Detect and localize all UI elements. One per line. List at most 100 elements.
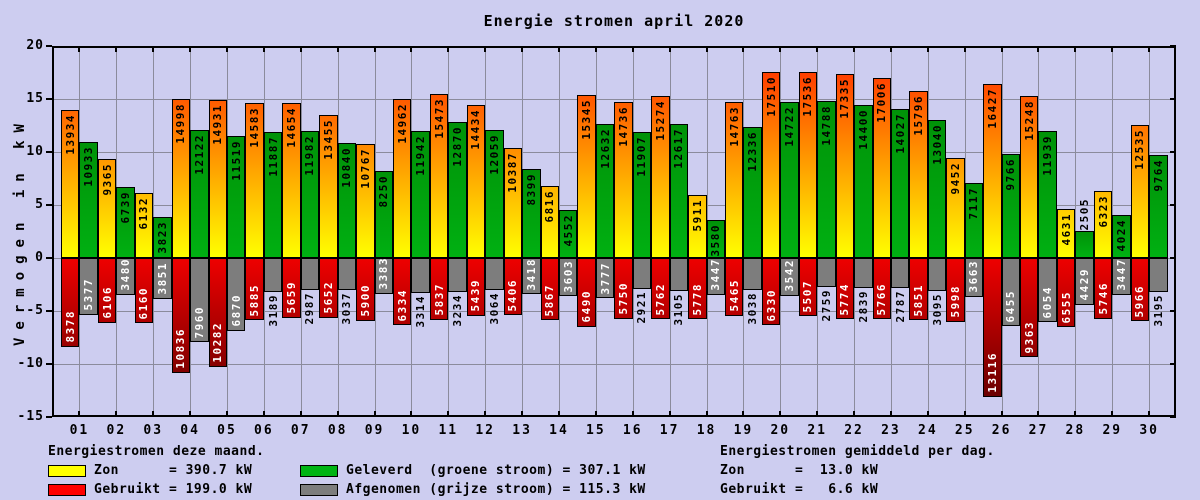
bar-zon-11: 15473 bbox=[429, 93, 449, 258]
y-tick-label: -10 bbox=[17, 356, 44, 371]
y-tick-left bbox=[46, 310, 52, 312]
bar-value-label: 3447 bbox=[1114, 258, 1128, 291]
bar-value-label: 12059 bbox=[487, 134, 501, 175]
bar-gebruikt-27: 9363 bbox=[1020, 258, 1039, 358]
x-tick-bottom bbox=[115, 411, 118, 417]
x-tick-top bbox=[1000, 46, 1003, 52]
bar-gebruikt-29: 5746 bbox=[1093, 258, 1113, 319]
bar-value-label: 3603 bbox=[561, 259, 575, 293]
x-tick-label: 23 bbox=[881, 423, 901, 438]
legend-swatch bbox=[48, 464, 86, 477]
legend-left-header: Energiestromen deze maand. bbox=[48, 444, 265, 459]
bar-afgenomen-08 bbox=[337, 258, 357, 291]
bar-value-label: 5911 bbox=[690, 199, 704, 232]
bar-afgenomen-01: 5377 bbox=[79, 258, 98, 315]
bar-value-label: 2787 bbox=[893, 289, 907, 323]
bar-value-label: 15473 bbox=[432, 97, 446, 139]
bar-value-label: 5659 bbox=[285, 281, 299, 314]
bar-zon-03: 6132 bbox=[134, 193, 154, 258]
x-tick-label: 27 bbox=[1028, 423, 1049, 438]
bar-value-label: 3105 bbox=[672, 292, 686, 326]
bar-zon-30: 12535 bbox=[1130, 125, 1150, 258]
bar-zon-12: 14434 bbox=[466, 104, 486, 258]
x-tick-bottom bbox=[779, 411, 782, 417]
bar-zon-22: 17335 bbox=[835, 74, 855, 258]
bar-value-label: 11942 bbox=[414, 135, 428, 177]
bar-gebruikt-17: 5762 bbox=[651, 258, 670, 320]
legend-label: Gebruikt = 199.0 kW bbox=[94, 482, 253, 497]
bar-geleverd-05: 11519 bbox=[226, 135, 246, 258]
bar-value-label: 9764 bbox=[1151, 158, 1165, 192]
y-tick-right bbox=[1170, 98, 1176, 100]
x-tick-label: 17 bbox=[659, 423, 680, 438]
legend-label: Zon = 13.0 kW bbox=[720, 463, 879, 478]
bar-geleverd-30: 9764 bbox=[1149, 154, 1168, 258]
bar-zon-15: 15345 bbox=[577, 95, 596, 258]
bar-geleverd-13: 8399 bbox=[522, 168, 541, 258]
bar-afgenomen-11 bbox=[448, 258, 467, 293]
bar-value-label: 9452 bbox=[948, 161, 962, 195]
legend-right-header: Energiestromen gemiddeld per dag. bbox=[720, 444, 995, 459]
bar-geleverd-06: 11887 bbox=[263, 131, 283, 258]
x-tick-label: 04 bbox=[180, 423, 200, 438]
x-tick-bottom bbox=[336, 411, 339, 417]
bar-value-label: 5998 bbox=[948, 285, 962, 318]
bar-gebruikt-26: 13116 bbox=[983, 258, 1002, 398]
x-tick-top bbox=[742, 46, 745, 52]
bar-value-label: 5377 bbox=[82, 278, 96, 311]
bar-value-label: 6330 bbox=[764, 288, 778, 322]
bar-gebruikt-13: 5406 bbox=[503, 258, 523, 316]
bar-value-label: 7117 bbox=[967, 186, 981, 220]
bar-afgenomen-30 bbox=[1149, 258, 1168, 292]
x-tick-top bbox=[115, 46, 118, 52]
bar-value-label: 6455 bbox=[1004, 289, 1018, 323]
bar-zon-18: 5911 bbox=[688, 195, 707, 258]
chart-title: Energie stromen april 2020 bbox=[483, 12, 745, 30]
bar-geleverd-22: 14400 bbox=[854, 105, 873, 258]
bar-value-label: 14434 bbox=[469, 108, 483, 150]
x-tick-top bbox=[816, 46, 819, 52]
bar-afgenomen-28: 4429 bbox=[1075, 258, 1094, 305]
bar-value-label: 4429 bbox=[1078, 268, 1092, 301]
bar-zon-17: 15274 bbox=[651, 96, 670, 258]
x-tick-bottom bbox=[705, 411, 708, 417]
x-tick-label: 09 bbox=[364, 423, 385, 438]
bar-zon-26: 16427 bbox=[983, 83, 1002, 258]
bar-value-label: 5507 bbox=[801, 279, 815, 313]
bar-afgenomen-18: 3447 bbox=[706, 258, 725, 295]
x-tick-top bbox=[1037, 46, 1040, 52]
x-tick-bottom bbox=[926, 411, 929, 417]
x-tick-label: 30 bbox=[1139, 423, 1159, 438]
bar-value-label: 6739 bbox=[119, 190, 133, 224]
bar-afgenomen-26: 6455 bbox=[1001, 258, 1021, 327]
x-tick-bottom bbox=[373, 411, 376, 417]
bar-value-label: 2505 bbox=[1078, 197, 1092, 231]
x-tick-label: 14 bbox=[549, 423, 569, 438]
bar-value-label: 17006 bbox=[875, 81, 889, 123]
legend-row: Gebruikt = 199.0 kW bbox=[48, 482, 252, 497]
x-tick-bottom bbox=[1111, 411, 1114, 417]
x-tick-bottom bbox=[889, 411, 892, 417]
bar-afgenomen-29: 3447 bbox=[1112, 258, 1131, 295]
x-tick-top bbox=[557, 46, 560, 52]
bar-value-label: 12122 bbox=[192, 133, 206, 175]
bar-geleverd-15: 12632 bbox=[595, 124, 615, 258]
bar-geleverd-25: 7117 bbox=[964, 182, 984, 258]
bar-value-label: 16427 bbox=[985, 87, 999, 129]
bar-afgenomen-15: 3777 bbox=[595, 258, 615, 299]
x-tick-top bbox=[78, 46, 81, 52]
bar-value-label: 5837 bbox=[432, 283, 446, 316]
bar-value-label-outside: 3195 bbox=[1149, 294, 1167, 365]
x-tick-top bbox=[262, 46, 265, 52]
bar-value-label: 6490 bbox=[580, 290, 594, 323]
x-tick-label: 18 bbox=[696, 423, 717, 438]
bar-value-label: 8250 bbox=[377, 174, 391, 208]
legend-row: Geleverd (groene stroom) = 307.1 kW bbox=[300, 463, 646, 478]
bar-value-label: 5746 bbox=[1096, 282, 1110, 315]
bar-value-label: 2921 bbox=[635, 290, 649, 324]
bar-value-label: 3195 bbox=[1151, 293, 1165, 327]
x-tick-top bbox=[631, 46, 634, 52]
bar-value-label: 4631 bbox=[1059, 212, 1073, 246]
bar-value-label: 3234 bbox=[451, 294, 465, 327]
